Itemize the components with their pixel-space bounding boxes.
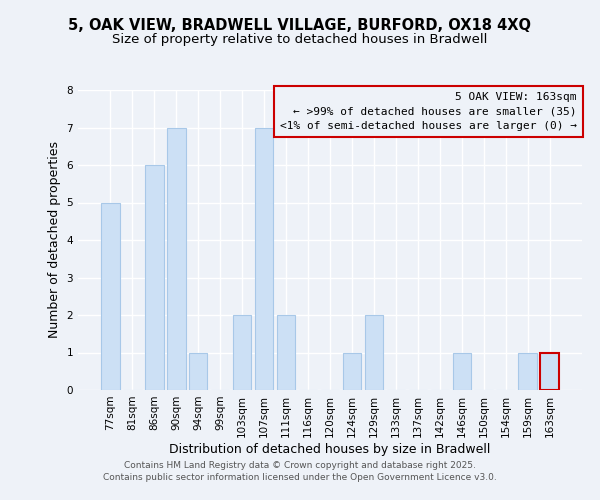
Text: 5 OAK VIEW: 163sqm
← >99% of detached houses are smaller (35)
<1% of semi-detach: 5 OAK VIEW: 163sqm ← >99% of detached ho… — [280, 92, 577, 131]
Text: Contains HM Land Registry data © Crown copyright and database right 2025.
Contai: Contains HM Land Registry data © Crown c… — [103, 461, 497, 482]
Bar — [167, 128, 185, 390]
Bar — [145, 165, 164, 390]
Bar — [541, 352, 559, 390]
X-axis label: Distribution of detached houses by size in Bradwell: Distribution of detached houses by size … — [169, 442, 491, 456]
Bar — [277, 315, 295, 390]
Bar — [343, 352, 361, 390]
Bar — [518, 352, 537, 390]
Y-axis label: Number of detached properties: Number of detached properties — [48, 142, 61, 338]
Bar — [365, 315, 383, 390]
Bar — [255, 128, 274, 390]
Text: Size of property relative to detached houses in Bradwell: Size of property relative to detached ho… — [112, 32, 488, 46]
Text: 5, OAK VIEW, BRADWELL VILLAGE, BURFORD, OX18 4XQ: 5, OAK VIEW, BRADWELL VILLAGE, BURFORD, … — [68, 18, 532, 32]
Bar — [101, 202, 119, 390]
Bar — [452, 352, 471, 390]
Bar — [189, 352, 208, 390]
Bar — [233, 315, 251, 390]
